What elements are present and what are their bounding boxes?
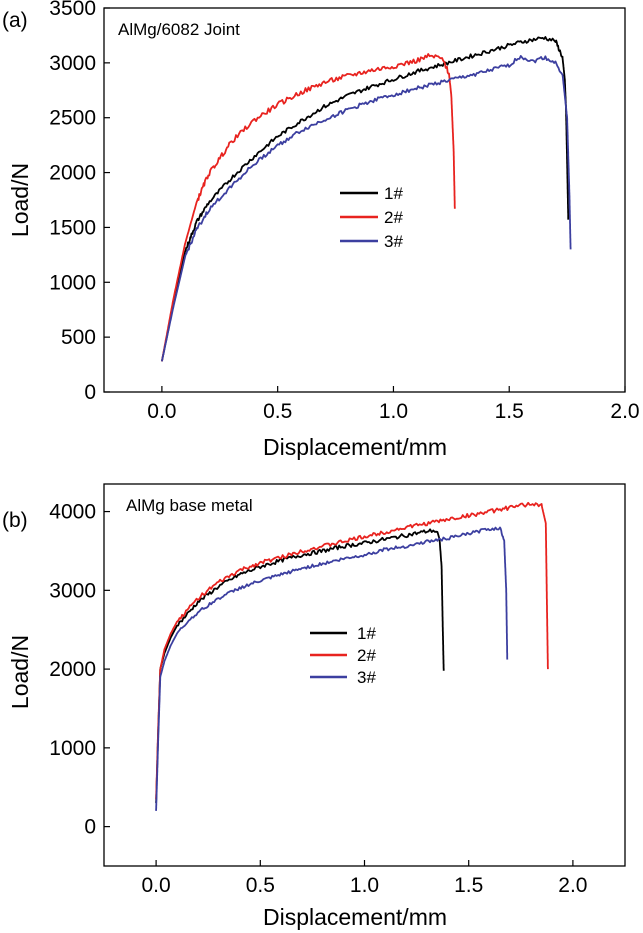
legend-a-label-2: 2# bbox=[384, 208, 403, 227]
panel-b-xlabel: Displacement/mm bbox=[263, 904, 447, 930]
x-tick-label: 2.0 bbox=[558, 874, 587, 897]
y-tick-label: 3500 bbox=[49, 0, 96, 20]
y-tick-label: 2000 bbox=[49, 658, 96, 681]
panel-a-legend: 1# 2# 3# bbox=[340, 184, 403, 251]
legend-a-label-1: 1# bbox=[384, 184, 403, 203]
x-tick-label: 1.0 bbox=[350, 874, 379, 897]
legend-b-label-3: 3# bbox=[357, 668, 376, 687]
panel-a: (a) AlMg/6082 Joint Displacement/mm Load… bbox=[2, 0, 640, 460]
series-line-3 bbox=[161, 55, 572, 362]
series-line-2 bbox=[161, 53, 456, 362]
y-tick-label: 2000 bbox=[49, 162, 96, 185]
y-tick-label: 0 bbox=[84, 381, 96, 404]
legend-b-label-1: 1# bbox=[357, 624, 376, 643]
y-tick-label: 500 bbox=[61, 326, 96, 349]
panel-a-plot: 0.0 0.5 1.0 1.5 2.0 0 500 1000 1500 2000 2500 3000 3… bbox=[49, 0, 639, 423]
panel-b-label: (b) bbox=[2, 509, 28, 532]
y-tick-label: 1000 bbox=[49, 271, 96, 294]
y-tick-label: 2500 bbox=[49, 107, 96, 130]
x-tick-label: 0.0 bbox=[147, 400, 176, 423]
x-tick-label: 1.0 bbox=[379, 400, 408, 423]
x-tick-label: 0.5 bbox=[263, 400, 292, 423]
y-tick-label: 1000 bbox=[49, 737, 96, 760]
plot-frame bbox=[103, 7, 626, 393]
panel-b-plot: 0.0 0.5 1.0 1.5 2.0 0 1000 2000 3000 4000 bbox=[49, 483, 626, 897]
panel-b-legend: 1# 2# 3# bbox=[310, 624, 376, 687]
legend-a-label-3: 3# bbox=[384, 232, 403, 251]
y-tick-label: 4000 bbox=[49, 501, 96, 524]
panel-a-label: (a) bbox=[2, 9, 28, 32]
y-tick-label: 1500 bbox=[49, 216, 96, 239]
y-tick-label: 3000 bbox=[49, 52, 96, 75]
panel-a-xlabel: Displacement/mm bbox=[263, 434, 447, 460]
series-line-3 bbox=[155, 526, 509, 811]
panel-b-title: AlMg base metal bbox=[126, 496, 253, 515]
x-tick-label: 0.5 bbox=[246, 874, 275, 897]
panel-b-ylabel: Load/N bbox=[7, 635, 33, 709]
panel-a-title: AlMg/6082 Joint bbox=[118, 20, 240, 39]
x-tick-label: 2.0 bbox=[610, 400, 639, 423]
x-tick-label: 1.5 bbox=[454, 874, 483, 897]
legend-b-label-2: 2# bbox=[357, 646, 376, 665]
x-tick-label: 1.5 bbox=[495, 400, 524, 423]
x-tick-label: 0.0 bbox=[141, 874, 170, 897]
y-tick-label: 3000 bbox=[49, 579, 96, 602]
y-tick-label: 0 bbox=[84, 816, 96, 839]
panel-b: (b) AlMg base metal Displacement/mm Load… bbox=[2, 483, 626, 930]
panel-a-ylabel: Load/N bbox=[7, 163, 33, 237]
